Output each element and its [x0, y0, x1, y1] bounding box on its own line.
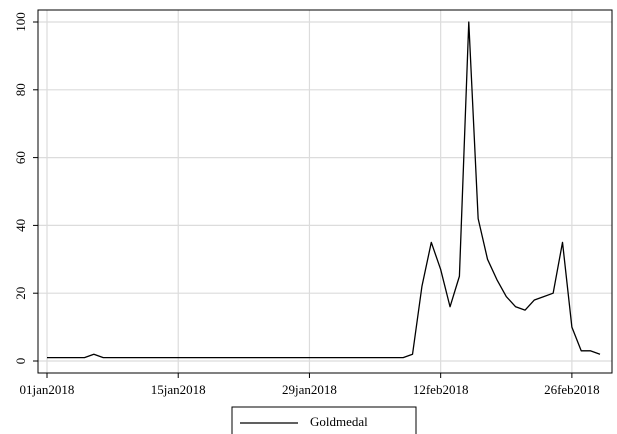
- legend-label: Goldmedal: [310, 414, 368, 429]
- x-tick-label: 26feb2018: [544, 382, 600, 397]
- plot-frame: [37, 9, 613, 374]
- y-tick-label: 0: [13, 358, 28, 365]
- series-line: [47, 21, 601, 359]
- x-tick-label: 12feb2018: [413, 382, 469, 397]
- y-tick-label: 20: [13, 287, 28, 300]
- y-tick-label: 100: [13, 12, 28, 32]
- y-tick-label: 40: [13, 219, 28, 232]
- legend-box: [231, 406, 417, 434]
- x-tick-label: 15jan2018: [151, 382, 206, 397]
- x-tick-label: 01jan2018: [20, 382, 75, 397]
- marks: [47, 21, 601, 359]
- y-tick-label: 80: [13, 83, 28, 96]
- legend: Goldmedal: [240, 414, 368, 429]
- grid: [38, 10, 612, 373]
- x-tick-label: 29jan2018: [282, 382, 337, 397]
- y-tick-label: 60: [13, 151, 28, 164]
